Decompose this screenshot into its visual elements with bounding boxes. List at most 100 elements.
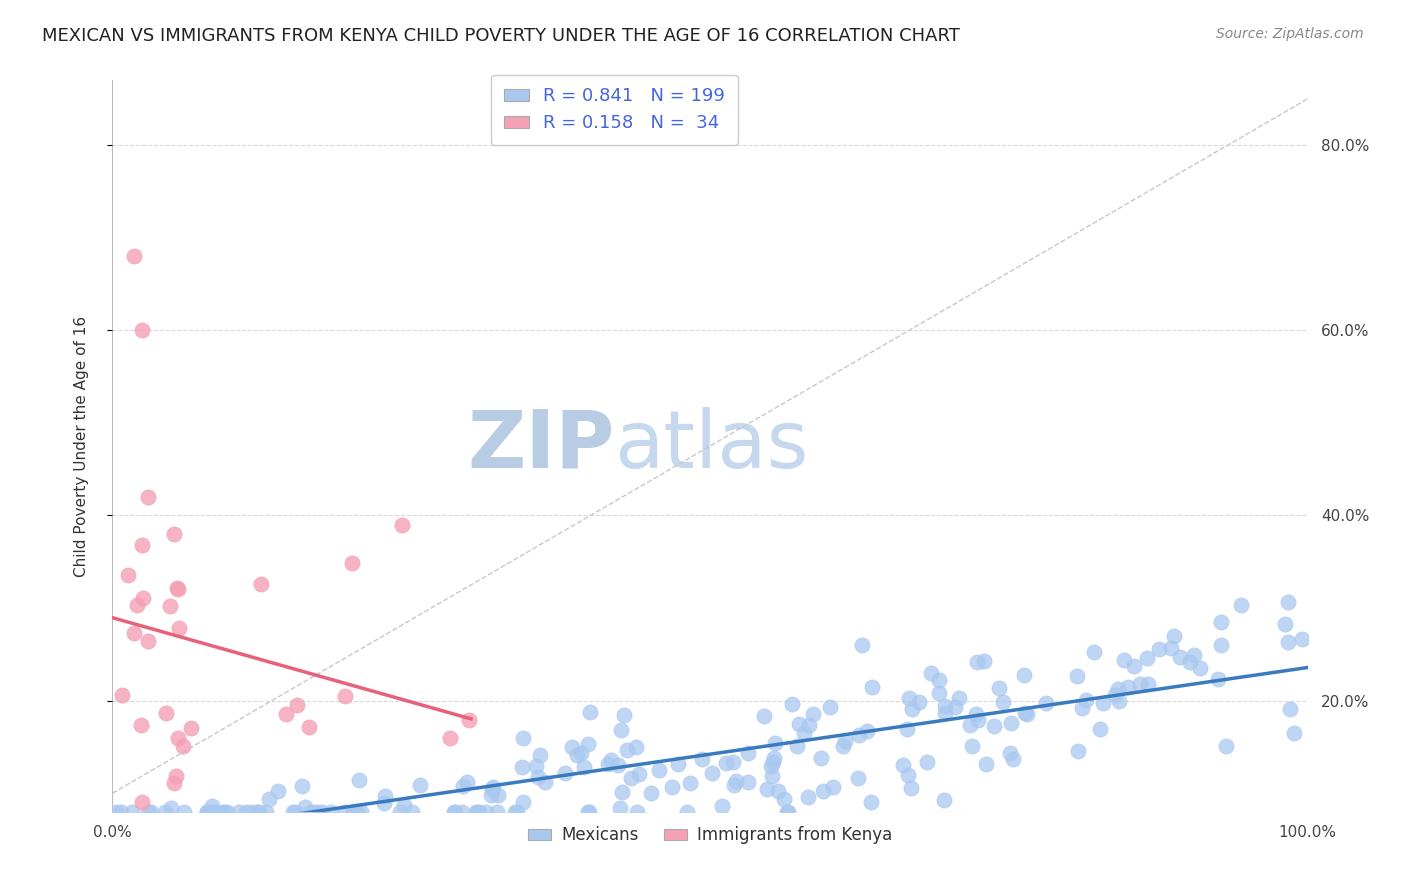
Point (527, 770, 550, 784)
Point (138, 490, 160, 504)
Point (173, 805, 195, 819)
Point (756, 782, 779, 797)
Point (349, 805, 371, 819)
Point (752, 709, 775, 723)
Point (991, 695, 1014, 709)
Point (444, 805, 467, 819)
Point (613, 708, 636, 723)
Point (159, 599, 181, 613)
Point (959, 718, 981, 732)
Point (609, 801, 631, 815)
Point (778, 805, 800, 819)
Point (122, 625, 145, 640)
Point (235, 805, 257, 819)
Point (920, 666, 942, 681)
Point (155, 706, 177, 721)
Point (711, 799, 734, 814)
Point (162, 526, 184, 541)
Point (467, 805, 489, 819)
Point (439, 731, 461, 746)
Point (281, 805, 304, 819)
Point (249, 577, 271, 591)
Point (797, 718, 820, 732)
Point (180, 721, 202, 735)
Point (159, 801, 181, 815)
Point (465, 805, 488, 819)
Point (257, 792, 280, 806)
Point (389, 805, 412, 819)
Point (1163, 629, 1185, 643)
Point (761, 759, 783, 773)
Point (1188, 661, 1211, 675)
Point (831, 739, 853, 754)
Point (932, 792, 955, 806)
Point (561, 740, 583, 755)
Point (974, 757, 997, 772)
Point (988, 681, 1011, 695)
Point (319, 805, 342, 819)
Point (692, 752, 714, 766)
Point (1035, 697, 1057, 711)
Point (333, 805, 356, 819)
Point (891, 757, 914, 772)
Point (215, 805, 238, 819)
Point (1083, 645, 1105, 659)
Point (786, 739, 808, 753)
Point (167, 731, 190, 745)
Point (576, 805, 599, 819)
Point (1168, 649, 1191, 664)
Point (1180, 656, 1202, 670)
Point (298, 720, 321, 734)
Point (624, 739, 647, 754)
Point (195, 805, 218, 819)
Point (943, 700, 966, 714)
Point (761, 769, 783, 783)
Point (851, 639, 873, 653)
Point (846, 772, 869, 786)
Point (962, 739, 984, 754)
Point (820, 699, 842, 714)
Point (610, 785, 633, 799)
Point (239, 805, 262, 819)
Point (915, 755, 938, 769)
Point (737, 746, 759, 760)
Point (679, 775, 702, 789)
Point (392, 797, 415, 812)
Point (374, 789, 396, 803)
Point (512, 731, 534, 746)
Point (569, 746, 592, 760)
Point (1136, 676, 1159, 690)
Point (246, 805, 269, 819)
Point (1209, 639, 1232, 653)
Point (1076, 692, 1098, 706)
Point (1014, 706, 1036, 720)
Point (294, 799, 316, 814)
Point (1116, 680, 1139, 694)
Point (965, 707, 987, 722)
Point (529, 748, 551, 763)
Point (554, 766, 576, 780)
Point (1122, 659, 1144, 673)
Point (626, 805, 648, 819)
Text: MEXICAN VS IMMIGRANTS FROM KENYA CHILD POVERTY UNDER THE AGE OF 16 CORRELATION C: MEXICAN VS IMMIGRANTS FROM KENYA CHILD P… (42, 27, 960, 45)
Point (723, 755, 745, 769)
Point (104, 805, 127, 819)
Point (110, 805, 132, 819)
Point (287, 698, 309, 712)
Text: ZIP: ZIP (467, 407, 614, 485)
Point (200, 805, 222, 819)
Legend: Mexicans, Immigrants from Kenya: Mexicans, Immigrants from Kenya (522, 820, 898, 851)
Point (1108, 694, 1130, 708)
Point (773, 792, 796, 806)
Point (347, 772, 370, 787)
Point (505, 805, 527, 819)
Point (627, 766, 650, 780)
Point (823, 780, 845, 794)
Point (676, 805, 699, 819)
Point (1291, 632, 1313, 646)
Point (1277, 595, 1299, 609)
Point (167, 621, 190, 635)
Point (983, 719, 1005, 733)
Point (195, 815, 218, 830)
Point (238, 832, 260, 847)
